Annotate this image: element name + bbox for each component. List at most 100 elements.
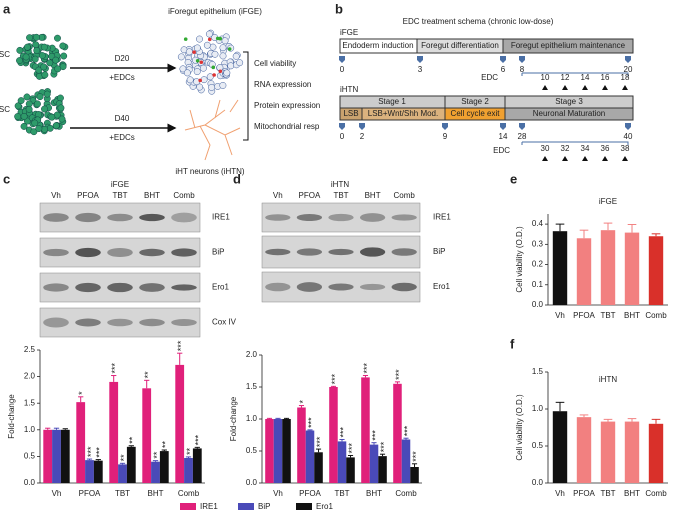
day-label: 40 xyxy=(624,132,633,141)
bar xyxy=(126,446,136,483)
neuron-drawing xyxy=(184,99,241,161)
day-marker xyxy=(519,123,525,130)
cell xyxy=(40,63,48,71)
blot-band xyxy=(43,213,69,222)
day-label: 6 xyxy=(501,65,506,74)
arrow-label: +EDCs xyxy=(109,133,135,142)
significance: *** xyxy=(338,426,348,437)
x-tick-label: Vh xyxy=(273,489,283,498)
bar xyxy=(337,441,347,483)
x-tick-label: BHT xyxy=(148,489,164,498)
protein-label: Ero1 xyxy=(433,282,450,291)
bar xyxy=(600,230,616,305)
lane-label: BHT xyxy=(144,191,160,200)
y-tick-label: 0.3 xyxy=(532,239,544,248)
y-tick-label: 0.0 xyxy=(532,478,544,487)
blot-band xyxy=(391,248,417,256)
day-label: 3 xyxy=(418,65,423,74)
protein-label: IRE1 xyxy=(433,213,451,222)
significance: *** xyxy=(194,434,204,445)
bar xyxy=(192,448,202,483)
significance: * xyxy=(77,391,87,395)
legend-swatch xyxy=(296,503,312,510)
cell-marker xyxy=(227,47,232,51)
cell xyxy=(58,115,66,123)
cell xyxy=(14,102,22,110)
schema-title: EDC treatment schema (chronic low-dose) xyxy=(403,17,554,26)
blot-band xyxy=(75,212,101,223)
bar xyxy=(305,430,315,483)
bar xyxy=(142,388,152,483)
cell xyxy=(52,56,60,64)
cell xyxy=(23,93,31,101)
cell xyxy=(26,34,33,42)
cell-marker xyxy=(199,60,204,65)
significance: *** xyxy=(347,442,357,453)
cell xyxy=(52,122,60,130)
panel-letter: d xyxy=(233,171,241,186)
protein-label: BiP xyxy=(433,247,445,256)
blot-band xyxy=(328,283,354,291)
cell-marker xyxy=(218,69,223,74)
lane-label: PFOA xyxy=(299,191,321,200)
blot xyxy=(261,202,421,233)
blot xyxy=(39,202,201,233)
y-tick-label: 0.0 xyxy=(246,478,258,487)
lane-label: TBT xyxy=(333,191,348,200)
blot-band xyxy=(107,213,133,222)
assay: Protein expression xyxy=(254,101,320,110)
cell xyxy=(35,125,43,133)
bar xyxy=(52,429,61,483)
bar xyxy=(401,439,411,483)
y-tick-label: 1.5 xyxy=(24,398,36,407)
blot-band xyxy=(139,283,165,292)
protein-label: IRE1 xyxy=(212,213,230,222)
edc-triangle xyxy=(622,156,628,161)
assay: Mitochondrial resp xyxy=(254,122,320,131)
blot-band xyxy=(139,248,165,257)
x-tick-label: PFOA xyxy=(299,489,321,498)
blot-band xyxy=(328,248,354,256)
blot-band xyxy=(359,247,386,257)
cell-marker xyxy=(207,37,212,42)
edc-day: 10 xyxy=(541,73,550,82)
significance: ** xyxy=(143,371,153,379)
blot-header: iHTN xyxy=(331,180,349,189)
cell xyxy=(36,93,44,101)
stage-label: Foregut differentiation xyxy=(421,41,499,50)
blot-band xyxy=(107,247,133,258)
edc-day: 18 xyxy=(621,73,630,82)
bar xyxy=(184,457,193,483)
bar xyxy=(297,407,306,483)
x-tick-label: Vh xyxy=(555,489,565,498)
bar xyxy=(265,419,274,483)
edc-bracket xyxy=(521,72,629,76)
bar xyxy=(43,429,53,483)
cell-marker xyxy=(195,58,200,63)
step-label: LSB+Wnt/Shh Mod. xyxy=(368,109,438,118)
y-tick-label: 1.0 xyxy=(532,404,544,413)
significance: *** xyxy=(176,340,186,351)
bar xyxy=(93,460,103,483)
cell xyxy=(223,69,231,77)
bar xyxy=(576,417,592,483)
day-label: 2 xyxy=(360,132,365,141)
x-tick-label: PFOA xyxy=(573,311,595,320)
lane-label: Vh xyxy=(51,191,61,200)
edc-triangle xyxy=(622,85,628,90)
step-label: Neuronal Maturation xyxy=(533,109,605,118)
chart-title: iHTN xyxy=(599,375,617,384)
bar xyxy=(282,419,291,483)
cell xyxy=(14,113,22,120)
arrow-label: +EDCs xyxy=(109,73,135,82)
row-label: iFGE xyxy=(340,28,358,37)
legend-swatch xyxy=(238,503,254,510)
day-marker xyxy=(359,123,365,130)
y-tick-label: 0.5 xyxy=(246,446,258,455)
significance: ** xyxy=(185,447,195,455)
significance: *** xyxy=(315,436,325,447)
y-tick-label: 2.0 xyxy=(24,372,36,381)
cell xyxy=(208,83,216,91)
cell xyxy=(193,44,201,52)
